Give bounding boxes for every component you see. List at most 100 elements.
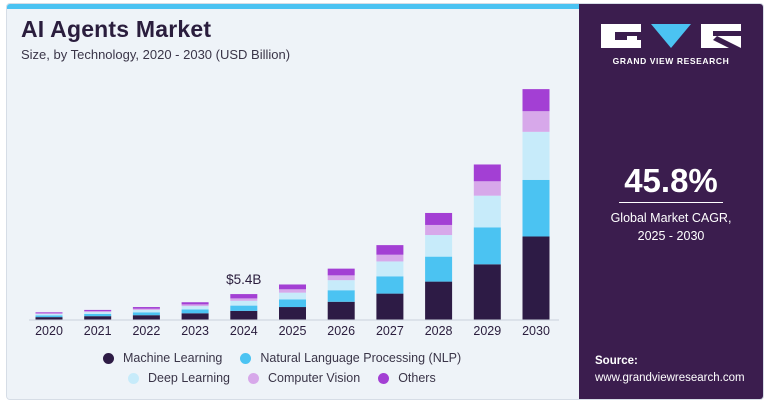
- bar-segment-2021-others: [84, 309, 112, 312]
- cagr-value: 45.8%: [624, 162, 718, 199]
- bar-segment-2028-others: [425, 212, 453, 225]
- bar-segment-2029-computer-vision: [473, 181, 501, 196]
- x-tick-label: 2022: [132, 324, 160, 338]
- legend-label: Computer Vision: [268, 371, 361, 385]
- x-tick-label: 2021: [84, 324, 112, 338]
- bar-segment-2026-computer-vision: [327, 275, 355, 281]
- x-tick-label: 2027: [376, 324, 404, 338]
- legend-swatch: [240, 352, 252, 364]
- bar-segment-2029-natural-language-processing-nlp: [473, 227, 501, 265]
- bar-segment-2026-deep-learning: [327, 280, 355, 291]
- accent-bar: [7, 4, 579, 9]
- bar-segment-2022-deep-learning: [132, 309, 160, 313]
- bar-segment-2020-machine-learning: [35, 317, 63, 320]
- bar-segment-2027-natural-language-processing-nlp: [376, 276, 404, 294]
- legend-swatch: [248, 372, 260, 384]
- bar-segment-2024-natural-language-processing-nlp: [230, 305, 258, 311]
- bar-segment-2024-machine-learning: [230, 310, 258, 320]
- x-tick-label: 2023: [181, 324, 209, 338]
- x-tick-label: 2028: [425, 324, 453, 338]
- legend-swatch: [103, 352, 114, 364]
- cagr-label-line-1: Global Market CAGR,: [610, 211, 732, 225]
- bar-segment-2030-deep-learning: [522, 131, 550, 180]
- bar-segment-2025-computer-vision: [279, 289, 306, 293]
- bar-segment-2028-computer-vision: [425, 224, 453, 236]
- bar-segment-2026-others: [327, 268, 355, 276]
- legend-label: Machine Learning: [123, 351, 223, 365]
- bar-segment-2024-deep-learning: [230, 300, 258, 306]
- bar-segment-2023-deep-learning: [181, 306, 209, 310]
- legend-swatch: [378, 372, 390, 384]
- sidebar-panel: GRAND VIEW RESEARCH 45.8% Global Market …: [579, 4, 763, 399]
- bar-segment-2020-others: [35, 312, 63, 314]
- bar-segment-2024-others: [230, 294, 258, 299]
- annotation-label: $5.4B: [226, 272, 261, 287]
- bar-segment-2021-natural-language-processing-nlp: [84, 314, 112, 317]
- bar-segment-2022-computer-vision: [132, 308, 160, 310]
- legend-item: Others: [378, 371, 436, 385]
- bar-segment-2021-computer-vision: [84, 311, 112, 313]
- bar-segment-2021-machine-learning: [84, 316, 112, 320]
- bar-segment-2026-machine-learning: [327, 301, 355, 320]
- bar-segment-2028-deep-learning: [425, 235, 453, 257]
- legend-label: Deep Learning: [148, 371, 231, 385]
- chart-subtitle: Size, by Technology, 2020 - 2030 (USD Bi…: [21, 47, 291, 62]
- bar-segment-2030-machine-learning: [522, 236, 550, 320]
- bar-segment-2025-machine-learning: [279, 307, 306, 320]
- bar-segment-2020-computer-vision: [35, 313, 63, 314]
- legend-row-1: Machine Learning Natural Language Process…: [103, 351, 479, 365]
- legend-item: Deep Learning: [128, 371, 230, 385]
- legend-label: Others: [398, 371, 436, 385]
- infographic-card: AI Agents Market Size, by Technology, 20…: [6, 3, 764, 400]
- bar-segment-2029-deep-learning: [473, 195, 501, 228]
- bar-segment-2022-others: [132, 307, 160, 309]
- bar-segment-2028-machine-learning: [425, 281, 453, 320]
- bar-segment-2030-natural-language-processing-nlp: [522, 179, 550, 237]
- bar-segment-2027-others: [376, 245, 404, 255]
- bar-segment-2029-machine-learning: [473, 264, 501, 320]
- chart-title: AI Agents Market: [21, 16, 212, 42]
- stacked-bar-chart: 2020 2021 2022 2023 2024 2025 2026 2027 2028 2029…: [29, 89, 559, 338]
- bar-segment-2021-deep-learning: [84, 312, 112, 314]
- x-tick-label: 2024: [230, 324, 258, 338]
- bar-segment-2020-deep-learning: [35, 314, 63, 316]
- cagr-divider: [619, 202, 723, 203]
- bar-segment-2023-natural-language-processing-nlp: [181, 309, 209, 314]
- bar-segment-2025-natural-language-processing-nlp: [279, 299, 306, 308]
- bar-segment-2024-computer-vision: [230, 298, 258, 301]
- bar-segment-2028-natural-language-processing-nlp: [425, 256, 453, 282]
- cagr-label: Global Market CAGR, 2025 - 2030: [579, 209, 763, 245]
- bar-segment-2029-others: [473, 164, 501, 182]
- legend-item: Computer Vision: [248, 371, 360, 385]
- x-tick-label: 2030: [522, 324, 550, 338]
- source-link[interactable]: www.grandviewresearch.com: [595, 372, 745, 384]
- bar-segment-2027-machine-learning: [376, 293, 404, 320]
- cagr-label-line-2: 2025 - 2030: [637, 229, 705, 243]
- chart-panel: AI Agents Market Size, by Technology, 20…: [7, 4, 579, 399]
- x-tick-label: 2025: [279, 324, 307, 338]
- x-tick-label: 2026: [327, 324, 355, 338]
- bar-segment-2025-deep-learning: [279, 292, 306, 300]
- brand-name: GRAND VIEW RESEARCH: [612, 56, 730, 66]
- bar-segment-2030-computer-vision: [522, 111, 550, 132]
- bar-segment-2025-others: [279, 284, 306, 290]
- bar-segment-2030-others: [522, 89, 550, 112]
- bar-segment-2023-others: [181, 302, 209, 305]
- x-tick-label: 2029: [473, 324, 501, 338]
- source-title: Source:: [595, 355, 638, 367]
- legend-item: Natural Language Processing (NLP): [240, 351, 461, 365]
- bar-segment-2027-deep-learning: [376, 261, 404, 277]
- bar-segment-2022-machine-learning: [132, 315, 160, 320]
- legend-row-2: Deep Learning Computer Vision Others: [128, 371, 454, 385]
- legend-item: Machine Learning: [103, 351, 222, 365]
- grand-view-research-logo: [601, 24, 741, 48]
- bar-segment-2022-natural-language-processing-nlp: [132, 312, 160, 316]
- bar-segment-2020-natural-language-processing-nlp: [35, 315, 63, 318]
- bar-segment-2027-computer-vision: [376, 254, 404, 262]
- legend-label: Natural Language Processing (NLP): [260, 351, 462, 365]
- x-tick-label: 2020: [35, 324, 63, 338]
- bar-segment-2023-computer-vision: [181, 304, 209, 307]
- bar-segment-2023-machine-learning: [181, 313, 209, 320]
- bar-segment-2026-natural-language-processing-nlp: [327, 290, 355, 302]
- legend-swatch: [128, 372, 139, 384]
